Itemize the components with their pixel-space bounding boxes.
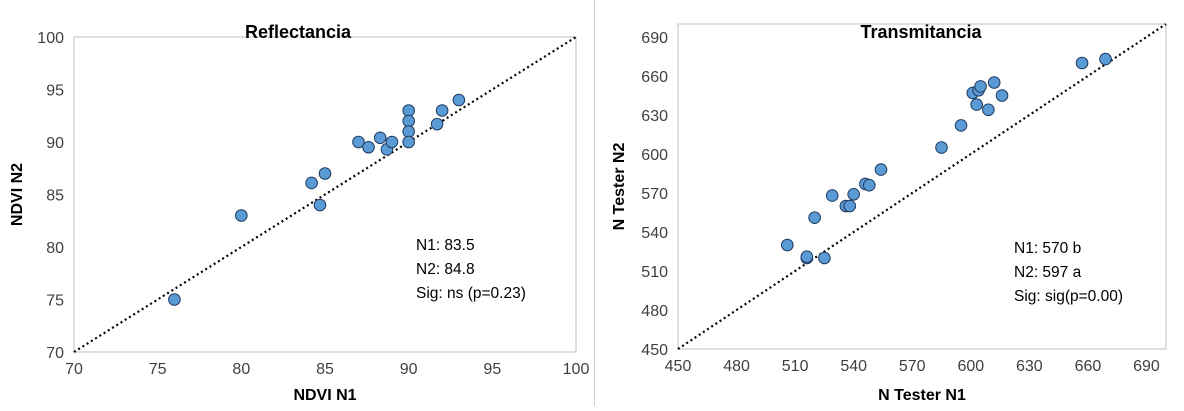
plot-area	[677, 23, 1167, 350]
data-point	[362, 140, 375, 154]
x-tick-label: 630	[1016, 358, 1043, 375]
y-tick-label: 100	[37, 30, 64, 47]
data-point	[847, 188, 860, 201]
y-tick-label: 90	[46, 135, 64, 152]
data-point	[995, 89, 1009, 102]
x-tick-label: 660	[1075, 358, 1102, 375]
data-point	[808, 211, 821, 224]
x-tick-label: 80	[232, 361, 250, 378]
data-point	[970, 98, 983, 111]
x-axis-title: N Tester N1	[878, 387, 966, 404]
data-point	[935, 141, 948, 154]
stats-annotation-line: N2: 597 a	[1014, 264, 1082, 281]
data-point	[862, 178, 876, 192]
x-tick-label: 70	[65, 361, 83, 378]
y-tick-label: 510	[641, 264, 668, 281]
data-point	[313, 198, 327, 212]
y-tick-label: 75	[46, 293, 64, 310]
reflectancia-scatter-chart: Reflectancia 70 75 80 85 90 95 100 70 75 80 85 90 95 1…	[9, 22, 590, 404]
data-point	[843, 199, 857, 213]
transmitancia-chart-panel: Transmitancia 450 480 510 540 570 600 630 660 690…	[596, 0, 1184, 406]
y-tick-label: 85	[46, 188, 64, 205]
data-point	[430, 117, 444, 131]
y-tick-label: 480	[641, 303, 668, 320]
x-tick-label: 690	[1133, 358, 1160, 375]
x-tick-label: 540	[840, 358, 867, 375]
stats-annotation-line: Sig: sig(p=0.00)	[1014, 288, 1123, 305]
data-point	[874, 163, 888, 176]
data-point	[982, 103, 995, 117]
data-point	[954, 119, 968, 132]
data-point	[987, 76, 1001, 89]
data-point	[318, 167, 332, 180]
y-tick-label: 690	[641, 30, 668, 47]
x-tick-label: 600	[957, 358, 984, 375]
panel-divider	[594, 0, 595, 406]
plot-area	[73, 36, 577, 353]
data-point	[235, 209, 248, 222]
transmitancia-scatter-chart: Transmitancia 450 480 510 540 570 600 630 660 690…	[611, 22, 1167, 404]
chart-title: Transmitancia	[860, 22, 982, 42]
data-point	[1075, 56, 1089, 70]
data-point	[818, 251, 831, 265]
x-tick-label: 450	[665, 358, 692, 375]
data-point	[435, 104, 449, 117]
stats-annotation-line: N1: 570 b	[1014, 240, 1081, 257]
stats-annotation-line: Sig: ns (p=0.23)	[416, 285, 526, 302]
y-tick-label: 570	[641, 186, 668, 203]
data-point	[385, 135, 399, 149]
y-tick-label: 70	[46, 345, 64, 362]
y-axis-title: NDVI N2	[9, 163, 26, 226]
data-point	[825, 189, 839, 202]
y-tick-label: 540	[641, 225, 668, 242]
data-point	[373, 131, 387, 145]
data-point	[402, 125, 415, 138]
x-tick-label: 95	[483, 361, 501, 378]
data-point	[452, 93, 466, 107]
reflectancia-chart-panel: Reflectancia 70 75 80 85 90 95 100 70 75 80 85 90 95 1…	[0, 0, 594, 406]
y-tick-label: 660	[641, 69, 668, 86]
reference-line-1-1	[73, 36, 577, 353]
x-tick-label: 510	[782, 358, 809, 375]
x-tick-label: 570	[899, 358, 926, 375]
y-tick-label: 95	[46, 83, 64, 100]
data-point	[781, 238, 794, 252]
chart-title: Reflectancia	[245, 22, 352, 42]
y-axis-title: N Tester N2	[611, 143, 628, 231]
data-point	[974, 80, 987, 93]
data-point	[1099, 52, 1112, 66]
data-point	[352, 135, 365, 149]
y-tick-label: 630	[641, 108, 668, 125]
data-point	[402, 114, 415, 128]
y-tick-label: 450	[641, 342, 668, 359]
x-tick-label: 75	[149, 361, 167, 378]
data-point	[305, 176, 318, 190]
data-point	[402, 135, 415, 149]
stats-annotation-line: N1: 83.5	[416, 237, 475, 254]
x-tick-label: 480	[723, 358, 750, 375]
x-tick-label: 90	[400, 361, 418, 378]
stats-annotation-line: N2: 84.8	[416, 261, 475, 278]
data-point	[168, 293, 181, 306]
x-tick-label: 85	[316, 361, 334, 378]
y-tick-label: 600	[641, 147, 668, 164]
y-tick-label: 80	[46, 240, 64, 257]
x-axis-title: NDVI N1	[293, 387, 356, 404]
data-point	[402, 104, 415, 117]
data-point	[800, 250, 814, 264]
x-tick-label: 100	[563, 361, 590, 378]
